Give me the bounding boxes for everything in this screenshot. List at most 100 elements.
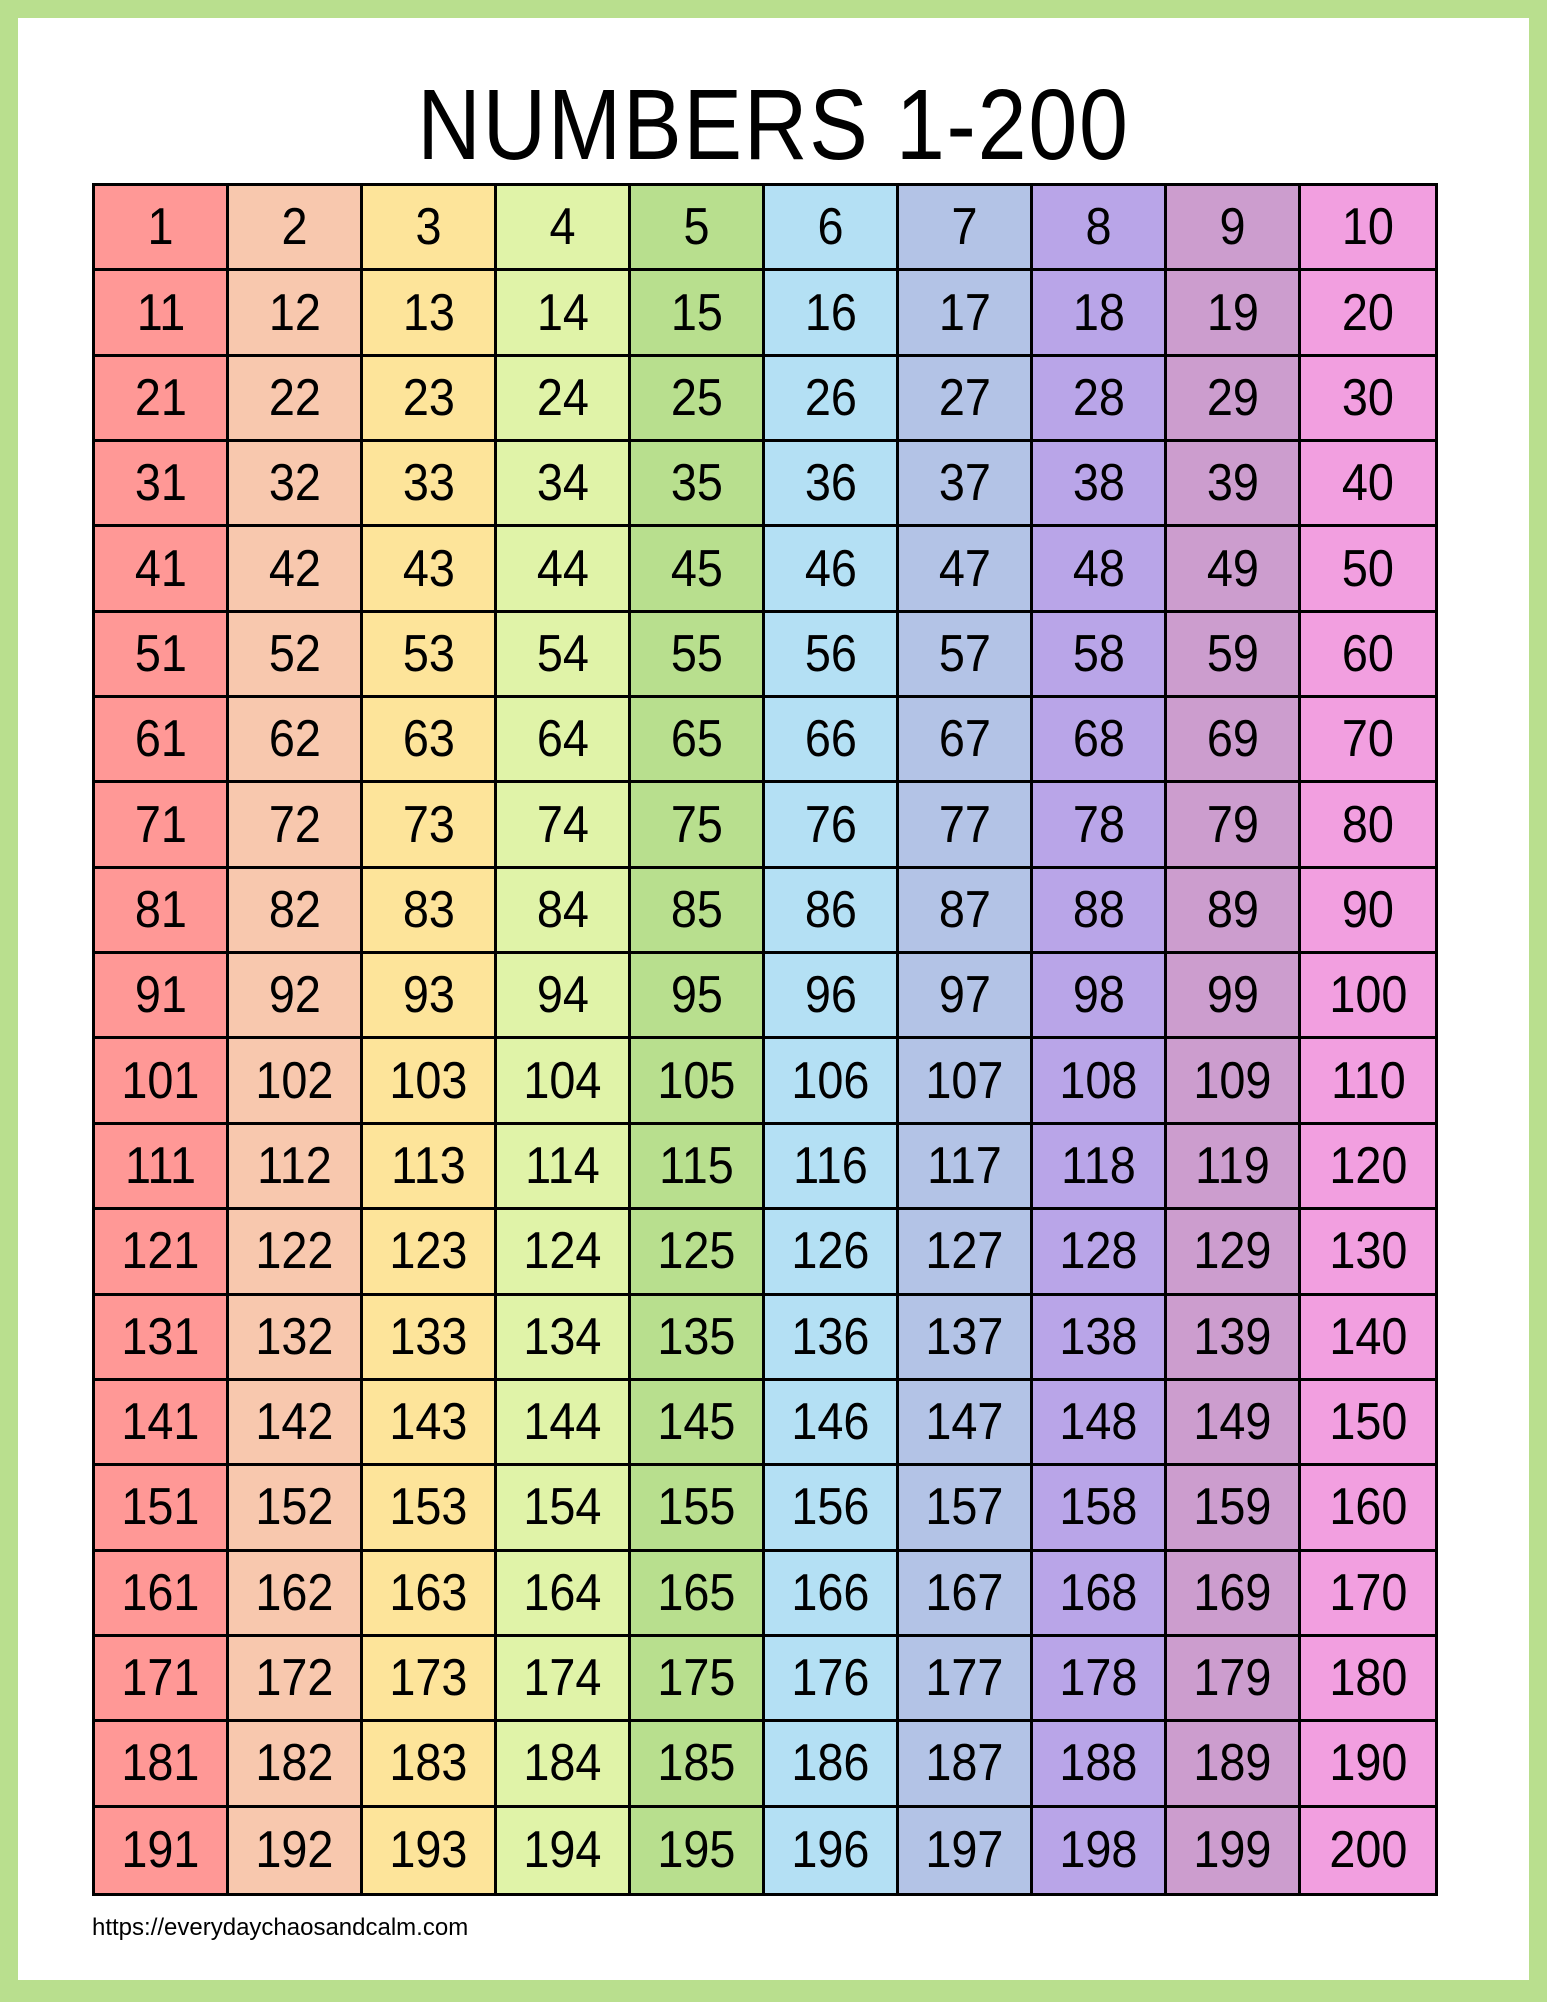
number-label: 31 bbox=[134, 454, 187, 513]
number-cell: 122 bbox=[229, 1210, 363, 1296]
number-cell: 10 bbox=[1301, 186, 1435, 272]
number-label: 5 bbox=[683, 198, 710, 257]
number-grid: 1 2 3 4 5 6 7 8 9 10 11 12 13 14 15 16 17 18 19 20 21 22 23 24 2… bbox=[92, 183, 1438, 1896]
number-label: 131 bbox=[121, 1307, 200, 1366]
number-label: 187 bbox=[925, 1734, 1004, 1793]
number-cell: 115 bbox=[631, 1124, 765, 1211]
number-label: 56 bbox=[804, 624, 857, 683]
number-cell: 2 bbox=[229, 186, 363, 272]
number-label: 41 bbox=[134, 539, 187, 598]
number-label: 72 bbox=[268, 795, 321, 854]
number-cell: 102 bbox=[229, 1039, 363, 1125]
number-cell: 119 bbox=[1167, 1124, 1301, 1211]
number-cell: 70 bbox=[1301, 698, 1435, 784]
number-cell: 1 bbox=[95, 186, 229, 272]
number-cell: 130 bbox=[1301, 1210, 1435, 1296]
number-cell: 40 bbox=[1301, 442, 1435, 528]
number-label: 154 bbox=[523, 1478, 602, 1537]
number-cell: 48 bbox=[1033, 527, 1167, 613]
number-label: 178 bbox=[1059, 1649, 1138, 1708]
number-label: 181 bbox=[121, 1734, 200, 1793]
number-label: 20 bbox=[1341, 283, 1395, 342]
number-cell: 149 bbox=[1167, 1380, 1301, 1467]
number-label: 82 bbox=[268, 880, 321, 939]
number-label: 143 bbox=[389, 1393, 468, 1452]
number-label: 53 bbox=[402, 624, 455, 683]
number-label: 137 bbox=[925, 1307, 1004, 1366]
number-label: 138 bbox=[1059, 1307, 1138, 1366]
number-label: 146 bbox=[791, 1393, 870, 1452]
number-cell: 168 bbox=[1033, 1551, 1167, 1637]
number-cell: 123 bbox=[363, 1210, 497, 1296]
number-cell: 4 bbox=[497, 186, 631, 272]
number-label: 163 bbox=[389, 1563, 468, 1622]
number-label: 150 bbox=[1328, 1393, 1408, 1452]
number-label: 118 bbox=[1061, 1137, 1136, 1196]
number-cell: 26 bbox=[765, 356, 899, 443]
number-cell: 133 bbox=[363, 1295, 497, 1381]
number-cell: 136 bbox=[765, 1295, 899, 1381]
number-label: 102 bbox=[255, 1051, 334, 1110]
number-label: 21 bbox=[134, 368, 187, 427]
number-cell: 12 bbox=[229, 271, 363, 357]
number-cell: 166 bbox=[765, 1551, 899, 1637]
number-cell: 191 bbox=[95, 1807, 229, 1893]
number-label: 22 bbox=[268, 368, 321, 427]
number-cell: 50 bbox=[1301, 527, 1435, 613]
number-label: 195 bbox=[657, 1821, 736, 1880]
number-cell: 169 bbox=[1167, 1551, 1301, 1637]
number-label: 50 bbox=[1341, 539, 1395, 598]
number-label: 167 bbox=[925, 1563, 1004, 1622]
number-cell: 143 bbox=[363, 1380, 497, 1467]
number-cell: 57 bbox=[899, 612, 1033, 699]
number-cell: 16 bbox=[765, 271, 899, 357]
number-label: 39 bbox=[1206, 454, 1259, 513]
number-cell: 186 bbox=[765, 1722, 899, 1808]
number-label: 11 bbox=[136, 283, 185, 342]
number-cell: 53 bbox=[363, 612, 497, 699]
number-label: 80 bbox=[1341, 795, 1395, 854]
number-cell: 180 bbox=[1301, 1636, 1435, 1723]
number-cell: 91 bbox=[95, 954, 229, 1040]
number-label: 88 bbox=[1072, 880, 1125, 939]
number-label: 193 bbox=[389, 1821, 468, 1880]
number-cell: 101 bbox=[95, 1039, 229, 1125]
number-cell: 87 bbox=[899, 868, 1033, 955]
number-cell: 80 bbox=[1301, 783, 1435, 869]
number-cell: 34 bbox=[497, 442, 631, 528]
number-cell: 116 bbox=[765, 1124, 899, 1211]
number-cell: 99 bbox=[1167, 954, 1301, 1040]
number-cell: 30 bbox=[1301, 356, 1435, 443]
number-label: 147 bbox=[925, 1393, 1004, 1452]
number-cell: 94 bbox=[497, 954, 631, 1040]
number-label: 92 bbox=[268, 966, 321, 1025]
number-cell: 59 bbox=[1167, 612, 1301, 699]
number-label: 165 bbox=[657, 1563, 736, 1622]
number-cell: 140 bbox=[1301, 1295, 1435, 1381]
number-cell: 189 bbox=[1167, 1722, 1301, 1808]
number-label: 200 bbox=[1328, 1821, 1408, 1880]
number-label: 62 bbox=[268, 710, 321, 769]
number-cell: 111 bbox=[95, 1124, 229, 1211]
number-label: 126 bbox=[791, 1222, 870, 1281]
number-label: 180 bbox=[1328, 1649, 1408, 1708]
number-label: 99 bbox=[1206, 966, 1259, 1025]
number-cell: 105 bbox=[631, 1039, 765, 1125]
number-cell: 103 bbox=[363, 1039, 497, 1125]
number-cell: 135 bbox=[631, 1295, 765, 1381]
number-label: 157 bbox=[925, 1478, 1004, 1537]
number-label: 37 bbox=[938, 454, 991, 513]
number-label: 190 bbox=[1328, 1734, 1408, 1793]
number-label: 106 bbox=[791, 1051, 870, 1110]
number-label: 198 bbox=[1059, 1821, 1138, 1880]
number-label: 47 bbox=[938, 539, 991, 598]
number-label: 183 bbox=[389, 1734, 468, 1793]
number-cell: 77 bbox=[899, 783, 1033, 869]
number-label: 96 bbox=[804, 966, 857, 1025]
number-cell: 32 bbox=[229, 442, 363, 528]
number-label: 129 bbox=[1193, 1222, 1272, 1281]
number-cell: 22 bbox=[229, 356, 363, 443]
number-label: 151 bbox=[121, 1478, 200, 1537]
number-label: 158 bbox=[1059, 1478, 1138, 1537]
number-cell: 35 bbox=[631, 442, 765, 528]
